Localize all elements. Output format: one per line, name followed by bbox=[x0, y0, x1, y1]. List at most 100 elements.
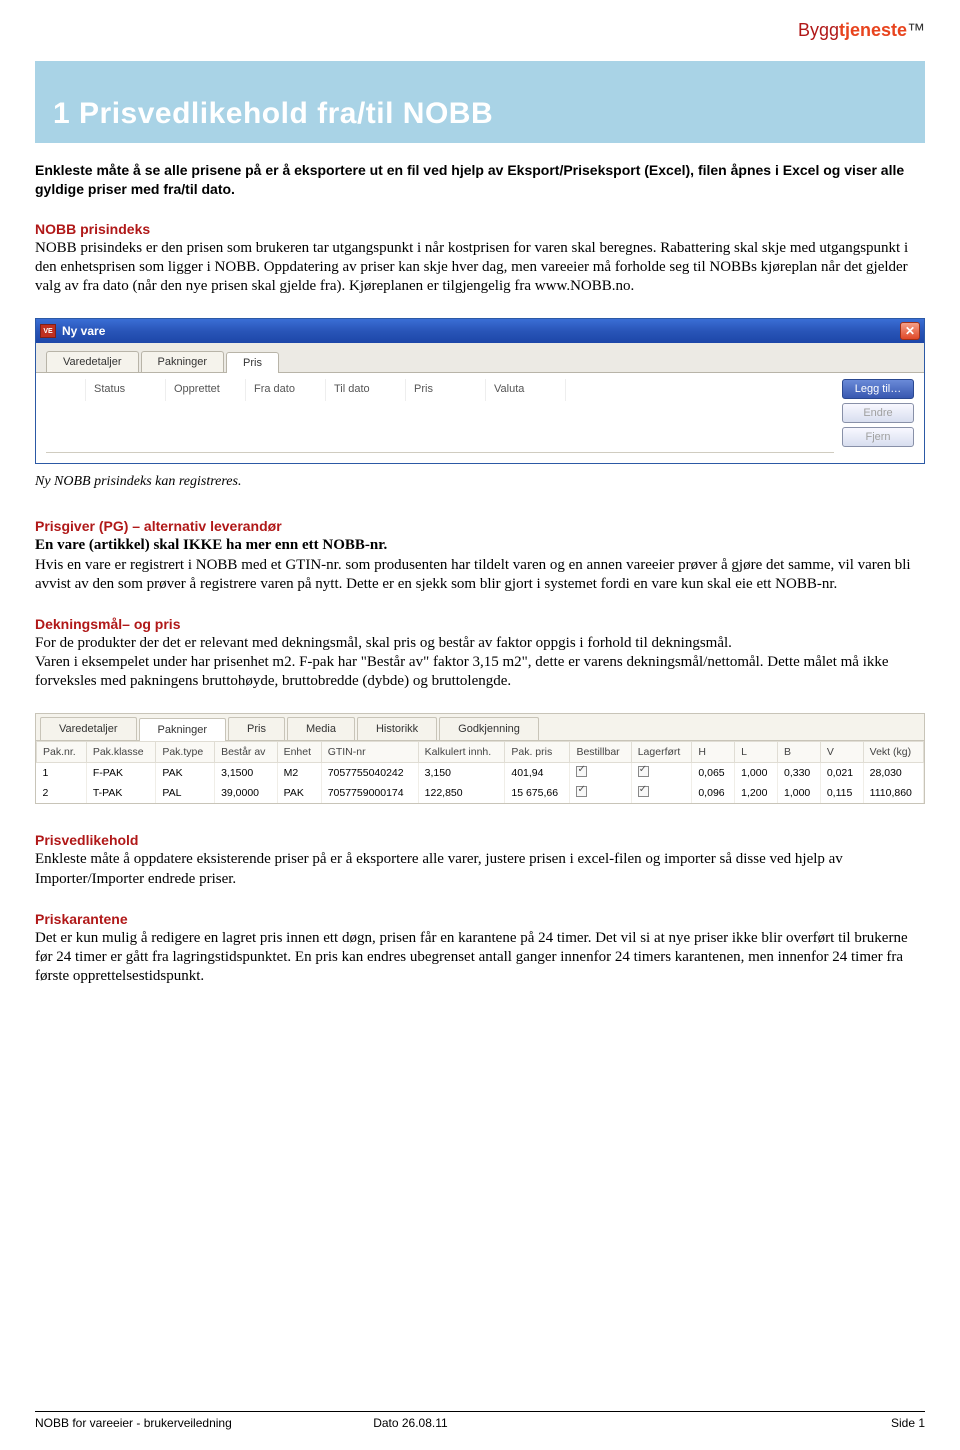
table-cell: 0,096 bbox=[692, 783, 735, 803]
section-head-priskarantene: Priskarantene bbox=[35, 911, 925, 927]
th-h: H bbox=[692, 742, 735, 763]
tab-varedetaljer[interactable]: Varedetaljer bbox=[46, 351, 139, 372]
th-bestillbar: Bestillbar bbox=[570, 742, 631, 763]
th-v: V bbox=[820, 742, 863, 763]
table-header-row: Pak.nr. Pak.klasse Pak.type Består av En… bbox=[37, 742, 924, 763]
table-cell bbox=[570, 783, 631, 803]
ptab-pakninger[interactable]: Pakninger bbox=[139, 718, 227, 741]
table-cell: 3,150 bbox=[418, 763, 505, 784]
table-cell: 401,94 bbox=[505, 763, 570, 784]
col-blank bbox=[46, 379, 86, 401]
edit-button[interactable]: Endre bbox=[842, 403, 914, 423]
table-cell: 3,1500 bbox=[215, 763, 278, 784]
dialog-titlebar: VE Ny vare ✕ bbox=[36, 319, 924, 343]
grid-header-row: Status Opprettet Fra dato Til dato Pris … bbox=[46, 379, 834, 453]
logo-part-2: tjeneste bbox=[839, 20, 907, 40]
th-bestarav: Består av bbox=[215, 742, 278, 763]
section-body-dekningsmal: For de produkter der det er relevant med… bbox=[35, 634, 925, 692]
table-cell: 15 675,66 bbox=[505, 783, 570, 803]
table-cell: F-PAK bbox=[86, 763, 156, 784]
prisgiver-bold: En vare (artikkel) skal IKKE ha mer enn … bbox=[35, 537, 387, 553]
remove-button[interactable]: Fjern bbox=[842, 427, 914, 447]
pakninger-table: Pak.nr. Pak.klasse Pak.type Består av En… bbox=[36, 741, 924, 803]
th-pakklasse: Pak.klasse bbox=[86, 742, 156, 763]
checkbox-icon bbox=[576, 766, 587, 777]
ptab-media[interactable]: Media bbox=[287, 717, 355, 740]
table-cell: 28,030 bbox=[863, 763, 923, 784]
col-valuta: Valuta bbox=[486, 379, 566, 401]
table-cell: 7057755040242 bbox=[321, 763, 418, 784]
table-cell: M2 bbox=[277, 763, 321, 784]
logo-part-1: Bygg bbox=[798, 20, 839, 40]
footer-center: Dato 26.08.11 bbox=[373, 1416, 640, 1430]
th-paktype: Pak.type bbox=[156, 742, 215, 763]
checkbox-icon bbox=[638, 766, 649, 777]
th-kalkinnh: Kalkulert innh. bbox=[418, 742, 505, 763]
table-cell: 1,000 bbox=[778, 783, 821, 803]
ptab-historikk[interactable]: Historikk bbox=[357, 717, 437, 740]
dialog-tabs: Varedetaljer Pakninger Pris bbox=[36, 343, 924, 373]
section-body-prisvedlikehold: Enkleste måte å oppdatere eksisterende p… bbox=[35, 850, 925, 888]
th-lagerfort: Lagerført bbox=[631, 742, 692, 763]
table-cell: 0,330 bbox=[778, 763, 821, 784]
checkbox-icon bbox=[638, 786, 649, 797]
table-cell: PAK bbox=[156, 763, 215, 784]
intro-text: Enkleste måte å se alle prisene på er å … bbox=[35, 161, 925, 199]
table-cell: 2 bbox=[37, 783, 87, 803]
col-til-dato: Til dato bbox=[326, 379, 406, 401]
brand-logo: Byggtjeneste™ bbox=[35, 20, 925, 61]
ptab-pris[interactable]: Pris bbox=[228, 717, 285, 740]
table-cell: 122,850 bbox=[418, 783, 505, 803]
add-button[interactable]: Legg til… bbox=[842, 379, 914, 399]
pakninger-panel: Varedetaljer Pakninger Pris Media Histor… bbox=[35, 713, 925, 804]
table-row: 1F-PAKPAK3,1500M270577550402423,150401,9… bbox=[37, 763, 924, 784]
app-icon: VE bbox=[40, 324, 56, 338]
ptab-godkjenning[interactable]: Godkjenning bbox=[439, 717, 539, 740]
col-opprettet: Opprettet bbox=[166, 379, 246, 401]
section-head-prisvedlikehold: Prisvedlikehold bbox=[35, 832, 925, 848]
table-cell: 1110,860 bbox=[863, 783, 923, 803]
section-head-dekningsmal: Dekningsmål– og pris bbox=[35, 616, 925, 632]
tab-pris[interactable]: Pris bbox=[226, 352, 279, 373]
page-footer: NOBB for vareeier - brukerveiledning Dat… bbox=[35, 1411, 925, 1430]
table-cell bbox=[570, 763, 631, 784]
table-cell: 1 bbox=[37, 763, 87, 784]
section-body-prisgiver: En vare (artikkel) skal IKKE ha mer enn … bbox=[35, 536, 925, 594]
ptab-varedetaljer[interactable]: Varedetaljer bbox=[40, 717, 137, 740]
pakninger-tabs: Varedetaljer Pakninger Pris Media Histor… bbox=[36, 714, 924, 741]
tab-pakninger[interactable]: Pakninger bbox=[141, 351, 225, 372]
table-cell: 1,200 bbox=[735, 783, 778, 803]
table-cell: 0,021 bbox=[820, 763, 863, 784]
th-vekt: Vekt (kg) bbox=[863, 742, 923, 763]
checkbox-icon bbox=[576, 786, 587, 797]
close-icon[interactable]: ✕ bbox=[900, 322, 920, 340]
col-fra-dato: Fra dato bbox=[246, 379, 326, 401]
section-body-priskarantene: Det er kun mulig å redigere en lagret pr… bbox=[35, 929, 925, 987]
ny-vare-dialog: VE Ny vare ✕ Varedetaljer Pakninger Pris… bbox=[35, 318, 925, 464]
dialog-side-buttons: Legg til… Endre Fjern bbox=[834, 379, 914, 453]
col-pris: Pris bbox=[406, 379, 486, 401]
th-enhet: Enhet bbox=[277, 742, 321, 763]
table-cell bbox=[631, 783, 692, 803]
dialog-title: Ny vare bbox=[62, 324, 900, 338]
table-cell: 1,000 bbox=[735, 763, 778, 784]
footer-left: NOBB for vareeier - brukerveiledning bbox=[35, 1416, 373, 1430]
section-head-prisgiver: Prisgiver (PG) – alternativ leverandør bbox=[35, 518, 925, 534]
dialog-grid: Status Opprettet Fra dato Til dato Pris … bbox=[36, 373, 924, 463]
th-gtin: GTIN-nr bbox=[321, 742, 418, 763]
th-paknr: Pak.nr. bbox=[37, 742, 87, 763]
section-head-prisindeks: NOBB prisindeks bbox=[35, 221, 925, 237]
table-row: 2T-PAKPAL39,0000PAK7057759000174122,8501… bbox=[37, 783, 924, 803]
table-cell: PAK bbox=[277, 783, 321, 803]
table-cell: 0,115 bbox=[820, 783, 863, 803]
col-status: Status bbox=[86, 379, 166, 401]
table-cell: 7057759000174 bbox=[321, 783, 418, 803]
table-cell: T-PAK bbox=[86, 783, 156, 803]
table-cell bbox=[631, 763, 692, 784]
th-pakpris: Pak. pris bbox=[505, 742, 570, 763]
prisgiver-text: Hvis en vare er registrert i NOBB med et… bbox=[35, 557, 911, 592]
page-title: 1 Prisvedlikehold fra/til NOBB bbox=[35, 61, 925, 143]
table-cell: 39,0000 bbox=[215, 783, 278, 803]
figure-caption-1: Ny NOBB prisindeks kan registreres. bbox=[35, 474, 925, 490]
table-cell: PAL bbox=[156, 783, 215, 803]
